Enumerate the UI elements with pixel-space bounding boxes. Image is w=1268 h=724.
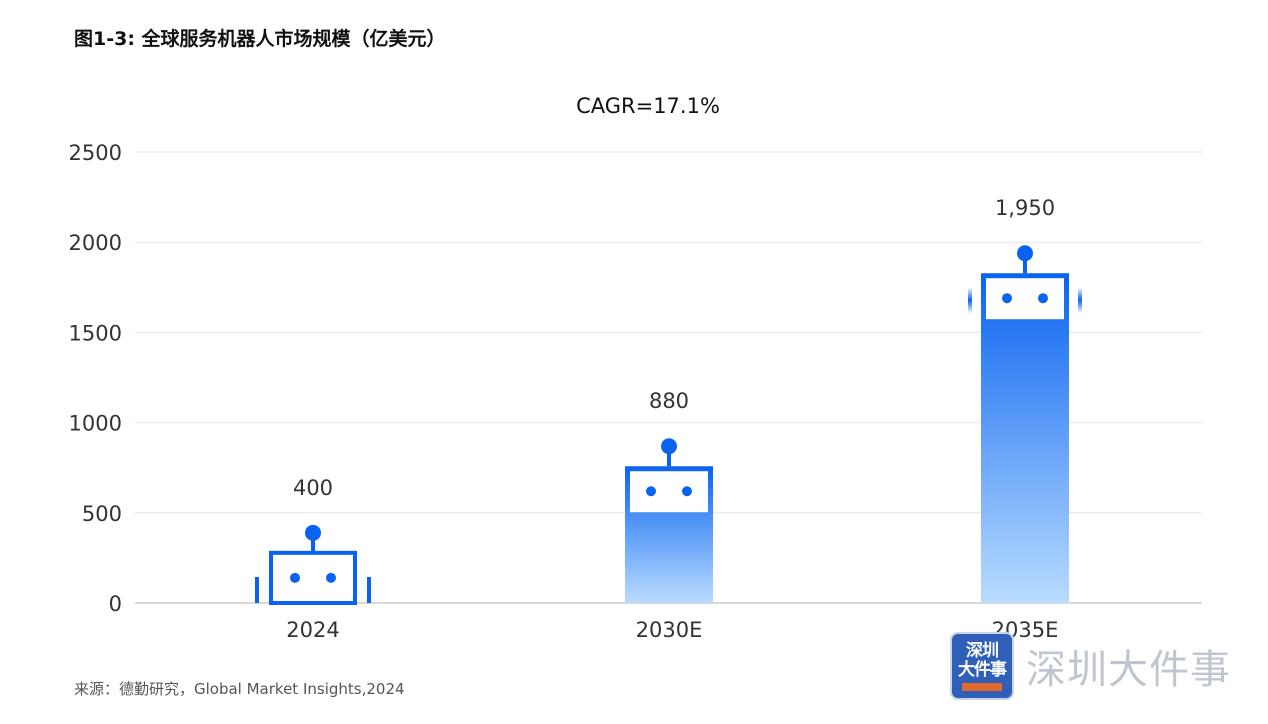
watermark-logo: 深圳 大件事 [950,632,1014,700]
watermark-logo-line1: 深圳 [966,640,999,661]
robot-antenna [667,446,671,467]
y-tick-label: 2000 [69,231,122,255]
robot-eye [326,572,336,583]
robot-ear [968,287,972,314]
watermark-stamp-icon [962,682,1002,691]
value-label: 1,950 [995,196,1055,220]
bar-2030E [625,438,713,603]
y-tick-label: 1000 [69,412,122,436]
robot-eye [290,572,300,583]
chart-title: 图1-3: 全球服务机器人市场规模（亿美元） [74,28,446,50]
bar-2024 [255,524,371,606]
y-tick-label: 500 [82,502,122,526]
source-note: 来源：德勤研究，Global Market Insights,2024 [74,680,405,698]
bar [981,273,1069,603]
bar [269,550,357,606]
y-tick-label: 1500 [69,321,122,345]
robot-ear [255,577,259,603]
y-tick-label: 2500 [69,141,122,165]
cagr-annotation: CAGR=17.1% [576,94,720,118]
robot-face [986,278,1064,320]
robot-antenna [311,532,315,553]
robot-antenna-ball [661,438,677,455]
value-label: 400 [293,476,333,500]
watermark-logo-line2: 大件事 [958,659,1007,680]
robot-antenna-ball [1017,245,1033,262]
robot-eye [1038,293,1048,304]
robot-eye [682,486,692,497]
robot-ear [1078,287,1082,314]
value-label: 880 [649,389,689,413]
watermark-text: 深圳大件事 [1026,647,1231,693]
x-tick-label: 2024 [286,618,339,642]
robot-antenna-ball [305,524,321,541]
bar-2035E [968,245,1082,603]
robot-ear [367,577,371,603]
x-tick-label: 2030E [636,618,703,642]
y-tick-label: 0 [109,592,122,616]
robot-face [630,471,708,513]
watermark: 深圳 大件事 深圳大件事 [950,632,1231,700]
robot-eye [1002,293,1012,304]
robot-antenna [1023,253,1027,274]
robot-eye [646,486,656,497]
